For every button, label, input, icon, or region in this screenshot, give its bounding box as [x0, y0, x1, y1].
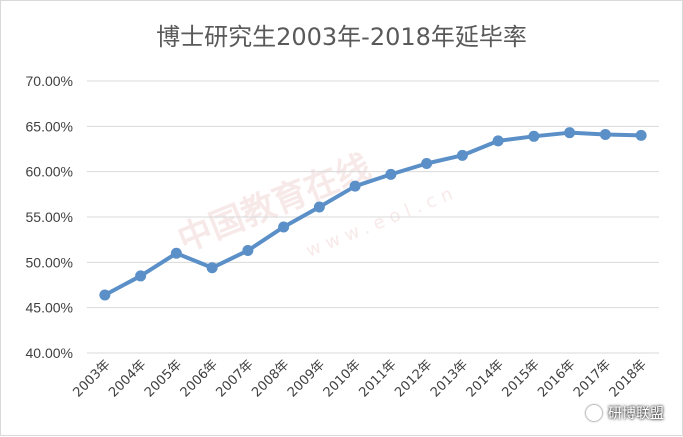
data-point — [242, 245, 254, 257]
x-tick-label: 2010年 — [321, 357, 364, 400]
data-point — [349, 180, 361, 192]
x-tick-label: 2008年 — [249, 357, 292, 400]
x-tick-label: 2017年 — [571, 357, 614, 400]
y-tick-label: 70.00% — [26, 73, 73, 89]
x-tick-label: 2011年 — [357, 357, 400, 400]
x-tick-label: 2012年 — [392, 357, 435, 400]
series-line — [102, 130, 644, 297]
data-point — [456, 149, 468, 161]
y-tick-label: 40.00% — [26, 345, 73, 361]
x-tick-label: 2004年 — [106, 357, 149, 400]
data-point — [635, 129, 647, 141]
data-point — [206, 262, 218, 274]
x-tick-label: 2016年 — [535, 357, 578, 400]
data-point — [492, 135, 504, 147]
x-tick-label: 2015年 — [500, 357, 543, 400]
data-point — [278, 221, 290, 233]
x-tick-label: 2005年 — [142, 357, 185, 400]
y-tick-label: 55.00% — [26, 209, 73, 225]
data-point — [528, 130, 540, 142]
data-point — [385, 168, 397, 180]
data-point — [135, 270, 147, 282]
y-tick-label: 45.00% — [26, 300, 73, 316]
x-tick-label: 2013年 — [428, 357, 471, 400]
data-point — [564, 127, 576, 139]
data-point — [170, 247, 182, 259]
signature-badge: 研博联盟 — [586, 403, 664, 423]
data-point — [599, 128, 611, 140]
data-point — [313, 201, 325, 213]
series-group — [99, 127, 647, 301]
x-tick-label: 2009年 — [285, 357, 328, 400]
x-tick-label: 2014年 — [464, 357, 507, 400]
gridlines — [87, 80, 659, 354]
signature-text: 研博联盟 — [608, 406, 664, 422]
y-tick-label: 65.00% — [26, 118, 73, 134]
data-point — [421, 158, 433, 170]
y-tick-label: 50.00% — [26, 254, 73, 270]
x-tick-label: 2007年 — [214, 357, 257, 400]
x-axis-ticks: 2003年2004年2005年2006年2007年2008年2009年2010年… — [71, 357, 650, 400]
data-point — [99, 289, 111, 301]
x-tick-label: 2006年 — [178, 357, 221, 400]
y-tick-label: 60.00% — [26, 164, 73, 180]
chart-title: 博士研究生2003年-2018年延毕率 — [156, 23, 527, 51]
wechat-icon — [586, 405, 602, 421]
y-axis-ticks: 40.00% 45.00% 50.00% 55.00% 60.00% 65.00% 70.0… — [26, 73, 73, 361]
x-tick-label: 2018年 — [607, 357, 650, 400]
x-tick-label: 2003年 — [71, 357, 114, 400]
